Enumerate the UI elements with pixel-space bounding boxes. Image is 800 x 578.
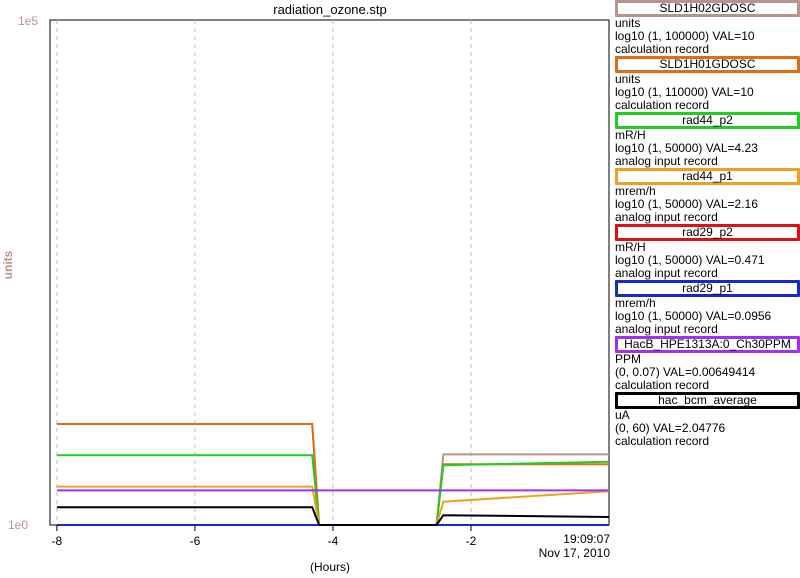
legend-item[interactable]: hac_bcm_average uA (0, 60) VAL=2.04776 calc… (615, 392, 800, 448)
legend-units: mrem/h (615, 296, 656, 310)
legend-item[interactable]: SLD1H01GDOSC units log10 (1, 110000) VAL=1… (615, 56, 800, 112)
legend-name-box[interactable]: HacB_HPE1313A:0_Ch30PPM (615, 336, 800, 353)
legend-range: (0, 0.07) VAL=0.00649414 (615, 365, 756, 379)
legend-item[interactable]: SLD1H02GDOSC units log10 (1, 100000) VAL=1… (615, 0, 800, 56)
legend-range: log10 (1, 110000) VAL=10 (615, 85, 754, 99)
legend-type: calculation record (615, 434, 710, 448)
legend-type: analog input record (615, 210, 718, 224)
legend-item[interactable]: HacB_HPE1313A:0_Ch30PPM PPM (0, 0.07) VAL=… (615, 336, 800, 392)
legend-range: log10 (1, 50000) VAL=0.0956 (615, 309, 772, 323)
legend-type: analog input record (615, 322, 718, 336)
x-axis-label: (Hours) (309, 560, 350, 574)
timestamp-time: 19:09:07 (563, 532, 610, 546)
legend-type: analog input record (615, 266, 718, 280)
y-axis-label: units (1, 250, 15, 280)
legend-name-box[interactable]: rad29_p1 (615, 280, 800, 297)
legend-name-box[interactable]: SLD1H01GDOSC (615, 56, 800, 73)
legend-item[interactable]: rad29_p1 mrem/h log10 (1, 50000) VAL=0.095… (615, 280, 800, 336)
y-tick-label-top: 1e5 (18, 14, 39, 28)
legend-item[interactable]: rad44_p2 mR/H log10 (1, 50000) VAL=4.23 ana… (615, 112, 800, 168)
legend-type: calculation record (615, 42, 710, 56)
legend-range: log10 (1, 50000) VAL=2.16 (615, 197, 758, 211)
x-ticks: -8 -6 -4 -2 (52, 525, 477, 548)
legend-range: log10 (1, 50000) VAL=4.23 (615, 141, 758, 155)
legend-range: log10 (1, 100000) VAL=10 (615, 29, 755, 43)
x-tick-label: -8 (52, 534, 63, 548)
legend-type: calculation record (615, 98, 710, 112)
legend-units: units (615, 16, 641, 30)
y-tick-label-bottom: 1e0 (8, 518, 29, 532)
timestamp-date: Nov 17, 2010 (538, 546, 610, 560)
x-tick-label: -6 (190, 534, 201, 548)
legend-name-box[interactable]: hac_bcm_average (615, 392, 800, 409)
series-line-hac-bcm-average (56, 506, 610, 526)
legend-range: log10 (1, 50000) VAL=0.471 (615, 253, 765, 267)
legend-units: units (615, 72, 641, 86)
legend-name-box[interactable]: rad29_p2 (615, 224, 800, 241)
legend-name-box[interactable]: SLD1H02GDOSC (615, 0, 800, 17)
legend-name-box[interactable]: rad44_p1 (615, 168, 800, 185)
legend-type: calculation record (615, 378, 710, 392)
legend: SLD1H02GDOSC units log10 (1, 100000) VAL=1… (615, 0, 800, 448)
legend-name-box[interactable]: rad44_p2 (615, 112, 800, 129)
plot-area (49, 19, 610, 526)
legend-range: (0, 60) VAL=2.04776 (615, 421, 726, 435)
x-tick-label: -4 (328, 534, 339, 548)
legend-type: analog input record (615, 154, 718, 168)
x-tick-label: -2 (466, 534, 477, 548)
legend-units: mR/H (615, 240, 646, 254)
legend-units: mR/H (615, 128, 646, 142)
chart-title: radiation_ozone.stp (273, 2, 387, 17)
legend-units: mrem/h (615, 184, 656, 198)
legend-item[interactable]: rad44_p1 mrem/h log10 (1, 50000) VAL=2.16 a… (615, 168, 800, 224)
legend-units: PPM (615, 352, 642, 366)
legend-units: uA (615, 408, 630, 422)
legend-item[interactable]: rad29_p2 mR/H log10 (1, 50000) VAL=0.471 an… (615, 224, 800, 280)
